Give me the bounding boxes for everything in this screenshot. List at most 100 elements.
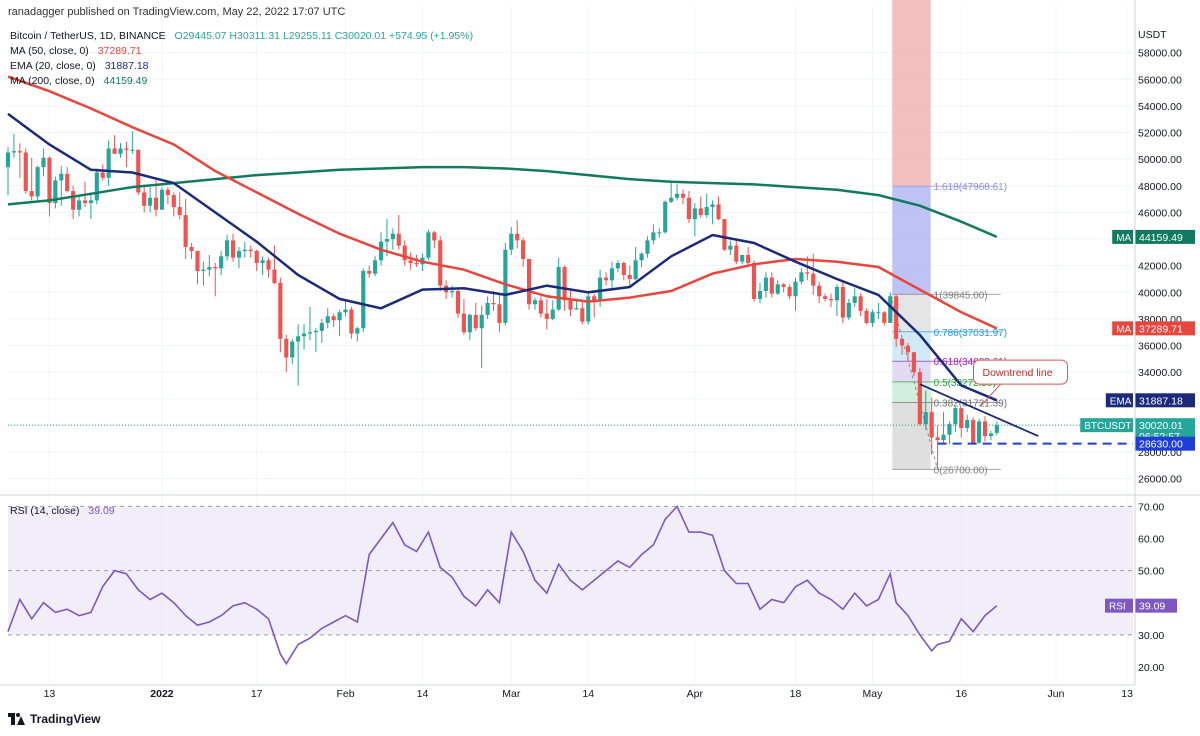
price-axis-tick: 34000.00 — [1138, 367, 1182, 379]
candle-body — [858, 296, 863, 311]
candle-body — [65, 173, 70, 192]
candle-body — [284, 338, 289, 358]
rsi-tag-name-bg — [1105, 598, 1133, 613]
published-by: ranadagger published on TradingView.com,… — [8, 6, 346, 18]
candle-body — [586, 296, 591, 322]
candle-body — [544, 313, 549, 319]
candle-body — [515, 233, 520, 241]
candle-body — [479, 314, 484, 329]
candle-body — [396, 233, 401, 246]
candle-body — [852, 296, 857, 303]
candle-body — [130, 149, 135, 151]
candle-body — [343, 309, 348, 313]
candle-body — [100, 172, 105, 178]
candle-body — [438, 240, 443, 286]
candle-body — [236, 251, 241, 258]
price-axis-tick: 46000.00 — [1138, 207, 1182, 219]
candle-body — [17, 151, 22, 153]
candle-body — [171, 195, 176, 208]
candle-body — [213, 266, 218, 269]
candle-body — [189, 247, 194, 252]
candle-body — [976, 421, 982, 443]
candle-body — [207, 266, 212, 270]
fib-level-label: 0.5(33272.50) — [934, 378, 996, 389]
fib-level-label: 1.618(47968.61) — [934, 182, 1007, 193]
candle-body — [769, 277, 774, 294]
candle-body — [325, 316, 330, 323]
candle-body — [562, 266, 567, 301]
candle-body — [663, 201, 668, 233]
price-tag-name-bg — [1080, 418, 1133, 433]
price-axis-tick: 42000.00 — [1138, 261, 1182, 273]
candle-body — [23, 152, 28, 192]
candle-body — [242, 249, 247, 252]
candle-body — [5, 152, 11, 168]
candle-body — [710, 204, 715, 208]
price-axis-tick: 54000.00 — [1138, 101, 1182, 113]
price-tag-value: 30020.01 — [1139, 420, 1183, 432]
candle-body — [225, 240, 230, 257]
candle-body — [716, 204, 721, 220]
legend-ma200-label: MA (200, close, 0) — [10, 75, 95, 87]
candle-body — [805, 272, 810, 274]
candle-body — [965, 420, 970, 429]
time-axis-tick: Mar — [502, 688, 521, 700]
legend-ma50-row[interactable]: MA (50, close, 0) 37289.71 — [10, 45, 142, 57]
downtrend-callout-pointer — [980, 383, 1001, 407]
rsi-axis-tick: 70.00 — [1138, 501, 1164, 513]
candle-body — [817, 285, 822, 297]
candle-body — [112, 148, 117, 154]
candle-body — [331, 316, 336, 321]
candle-body — [923, 412, 928, 425]
candle-body — [491, 302, 496, 305]
candle-body — [550, 309, 555, 319]
price-tag-name: BTCUSDT — [1084, 421, 1131, 432]
candle-body — [260, 260, 265, 263]
candle-body — [35, 167, 40, 197]
time-axis-tick: 13 — [44, 688, 56, 700]
legend-ema20-label: EMA (20, close, 0) — [10, 60, 96, 72]
candle-body — [639, 253, 644, 261]
candle-body — [88, 200, 93, 204]
legend-ema20-row[interactable]: EMA (20, close, 0) 31887.18 — [10, 60, 149, 72]
candle-body — [669, 197, 674, 202]
price-tag-name-bg — [1112, 321, 1133, 336]
legend-rsi-row[interactable]: RSI (14, close) 39.09 — [10, 505, 115, 517]
ema20-line — [7, 112, 998, 402]
legend-rsi-label: RSI (14, close) — [10, 505, 80, 517]
candle-body — [367, 270, 372, 274]
candle-body — [982, 421, 988, 437]
time-axis-tick: May — [863, 688, 884, 700]
candle-body — [290, 341, 295, 358]
candle-body — [994, 425, 999, 433]
candle-body — [254, 251, 259, 263]
candle-body — [840, 286, 845, 318]
candle-body — [373, 260, 378, 274]
tradingview-footer[interactable]: TradingView — [8, 712, 100, 726]
candle-body — [307, 332, 313, 334]
candle-body — [781, 284, 786, 287]
candle-body — [195, 251, 200, 271]
candle-body — [82, 200, 88, 204]
candle-body — [740, 255, 745, 262]
candle-body — [426, 232, 431, 258]
candle-body — [76, 200, 82, 210]
candle-body — [651, 232, 656, 241]
candle-body — [580, 308, 585, 322]
candle-body — [876, 312, 881, 314]
candle-body — [219, 256, 224, 269]
candle-body — [521, 240, 526, 259]
price-tag-bg — [1135, 229, 1195, 244]
price-tag-value: 28630.00 — [1139, 439, 1183, 451]
legend-ma200-row[interactable]: MA (200, close, 0) 44159.49 — [10, 75, 147, 87]
price-axis-tick: 56000.00 — [1138, 74, 1182, 86]
price-tag-bg — [1135, 321, 1195, 336]
candle-body — [319, 322, 324, 331]
candle-body — [153, 197, 159, 210]
candle-body — [592, 296, 597, 302]
candle-body — [384, 239, 390, 242]
price-axis-tick: 36000.00 — [1138, 341, 1182, 353]
candle-body — [698, 208, 703, 216]
time-axis-tick: 18 — [790, 688, 802, 700]
candle-body — [900, 338, 905, 346]
